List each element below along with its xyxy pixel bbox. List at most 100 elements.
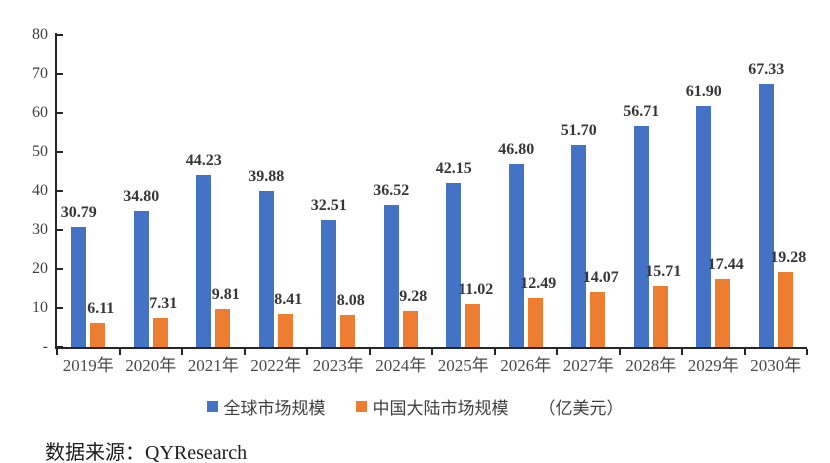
value-label-china: 19.28	[770, 248, 807, 266]
value-label-global: 34.80	[123, 188, 160, 206]
legend-item-china: 中国大陆市场规模	[355, 394, 509, 419]
data-source-text: 数据来源：QYResearch	[45, 442, 248, 463]
y-axis-tick	[55, 112, 63, 114]
bar-global-2027年	[571, 145, 587, 347]
y-axis-tick	[55, 34, 63, 36]
y-axis-tick	[55, 151, 63, 153]
x-axis-category-label: 2029年	[687, 356, 739, 375]
bar-china-2024年	[402, 310, 418, 347]
x-axis-category-label: 2019年	[62, 356, 114, 375]
value-label-global: 39.88	[248, 168, 285, 186]
x-axis-category-label: 2030年	[750, 356, 802, 375]
y-axis-tick-label: 50	[32, 143, 48, 160]
value-label-global: 44.23	[185, 151, 222, 169]
value-label-china: 15.71	[645, 262, 682, 280]
bar-china-2023年	[340, 315, 356, 347]
bar-global-2021年	[196, 174, 212, 347]
x-axis-tick	[743, 349, 746, 355]
bar-china-2030年	[777, 271, 793, 347]
x-axis-tick	[556, 349, 558, 355]
bar-china-2026年	[527, 298, 543, 347]
value-label-china: 9.81	[211, 285, 240, 303]
value-label-global: 30.79	[60, 203, 97, 221]
x-axis-tick	[181, 349, 183, 355]
bar-china-2025年	[465, 304, 481, 347]
value-label-china: 7.31	[149, 295, 178, 313]
y-axis-tick-label: 40	[32, 182, 48, 199]
value-label-china: 11.02	[458, 281, 494, 299]
value-label-global: 36.52	[373, 181, 410, 199]
y-axis-tick	[55, 268, 63, 270]
legend-swatch-orange-icon	[355, 401, 367, 412]
x-axis-category-label: 2023年	[312, 356, 364, 375]
value-label-china: 8.41	[274, 291, 303, 309]
y-axis-tick-label: 30	[32, 221, 48, 238]
x-axis-tick	[306, 349, 308, 355]
value-label-global: 67.33	[748, 61, 785, 79]
y-axis-tick	[55, 307, 63, 309]
value-label-china: 14.07	[582, 269, 619, 287]
x-axis-category-label: 2026年	[500, 356, 552, 375]
value-label-global: 42.15	[435, 159, 472, 177]
y-axis-tick-label: 60	[32, 104, 48, 121]
bar-global-2025年	[446, 182, 462, 347]
y-axis-tick	[55, 73, 63, 75]
value-label-global: 61.90	[685, 82, 722, 100]
legend-label-china: 中国大陆市场规模	[372, 399, 509, 418]
x-axis-tick	[493, 349, 496, 355]
x-axis-tick	[56, 349, 58, 355]
y-axis-tick-label: 20	[32, 260, 48, 277]
value-label-china: 17.44	[707, 255, 744, 273]
bar-china-2022年	[277, 314, 293, 347]
y-axis-tick	[55, 346, 63, 348]
bar-global-2022年	[258, 191, 274, 347]
y-axis-tick	[55, 229, 63, 231]
bar-global-2028年	[633, 125, 649, 347]
bar-global-2019年	[71, 226, 87, 347]
value-label-china: 9.28	[399, 287, 428, 305]
x-axis-category-label: 2020年	[125, 356, 177, 375]
legend-swatch-blue-icon	[206, 401, 218, 412]
legend-label-global: 全球市场规模	[223, 399, 326, 418]
x-axis-tick	[431, 349, 433, 355]
bar-global-2024年	[383, 204, 399, 347]
y-axis-tick	[55, 190, 63, 192]
bar-global-2029年	[696, 105, 712, 347]
x-axis-tick	[681, 349, 683, 355]
x-axis-tick	[806, 349, 808, 355]
x-axis-category-label: 2027年	[562, 356, 614, 375]
bar-china-2027年	[590, 292, 606, 347]
x-axis-category-label: 2021年	[187, 356, 239, 375]
chart-legend: 全球市场规模 中国大陆市场规模 （亿美元）	[0, 394, 830, 419]
bar-global-2020年	[133, 211, 149, 347]
y-axis-tick-label: 70	[32, 65, 48, 82]
x-axis-line	[55, 347, 807, 349]
value-label-global: 56.71	[623, 102, 660, 120]
bar-global-2026年	[508, 164, 524, 347]
value-label-global: 51.70	[560, 122, 597, 140]
bar-china-2019年	[90, 323, 106, 347]
x-axis-category-label: 2028年	[625, 356, 677, 375]
x-axis-category-label: 2024年	[375, 356, 427, 375]
value-label-global: 32.51	[310, 197, 347, 215]
bar-china-2028年	[652, 285, 668, 347]
x-axis-tick	[243, 349, 246, 355]
x-axis-category-label: 2025年	[437, 356, 489, 375]
x-axis-tick	[368, 349, 371, 355]
value-label-china: 12.49	[520, 275, 557, 293]
value-label-china: 6.11	[87, 300, 115, 318]
bar-china-2021年	[215, 308, 231, 347]
bar-china-2029年	[715, 278, 731, 347]
legend-item-global: 全球市场规模	[206, 394, 326, 419]
y-axis-tick-label: 80	[32, 26, 48, 43]
x-axis-category-label: 2022年	[250, 356, 302, 375]
legend-unit-label: （亿美元）	[538, 399, 624, 418]
value-label-china: 8.08	[336, 292, 365, 310]
bar-china-2020年	[152, 318, 168, 347]
x-axis-tick	[118, 349, 121, 355]
y-axis-tick-label: 10	[32, 299, 48, 316]
x-axis-tick	[618, 349, 621, 355]
bar-global-2023年	[321, 220, 337, 347]
bar-global-2030年	[758, 84, 774, 347]
